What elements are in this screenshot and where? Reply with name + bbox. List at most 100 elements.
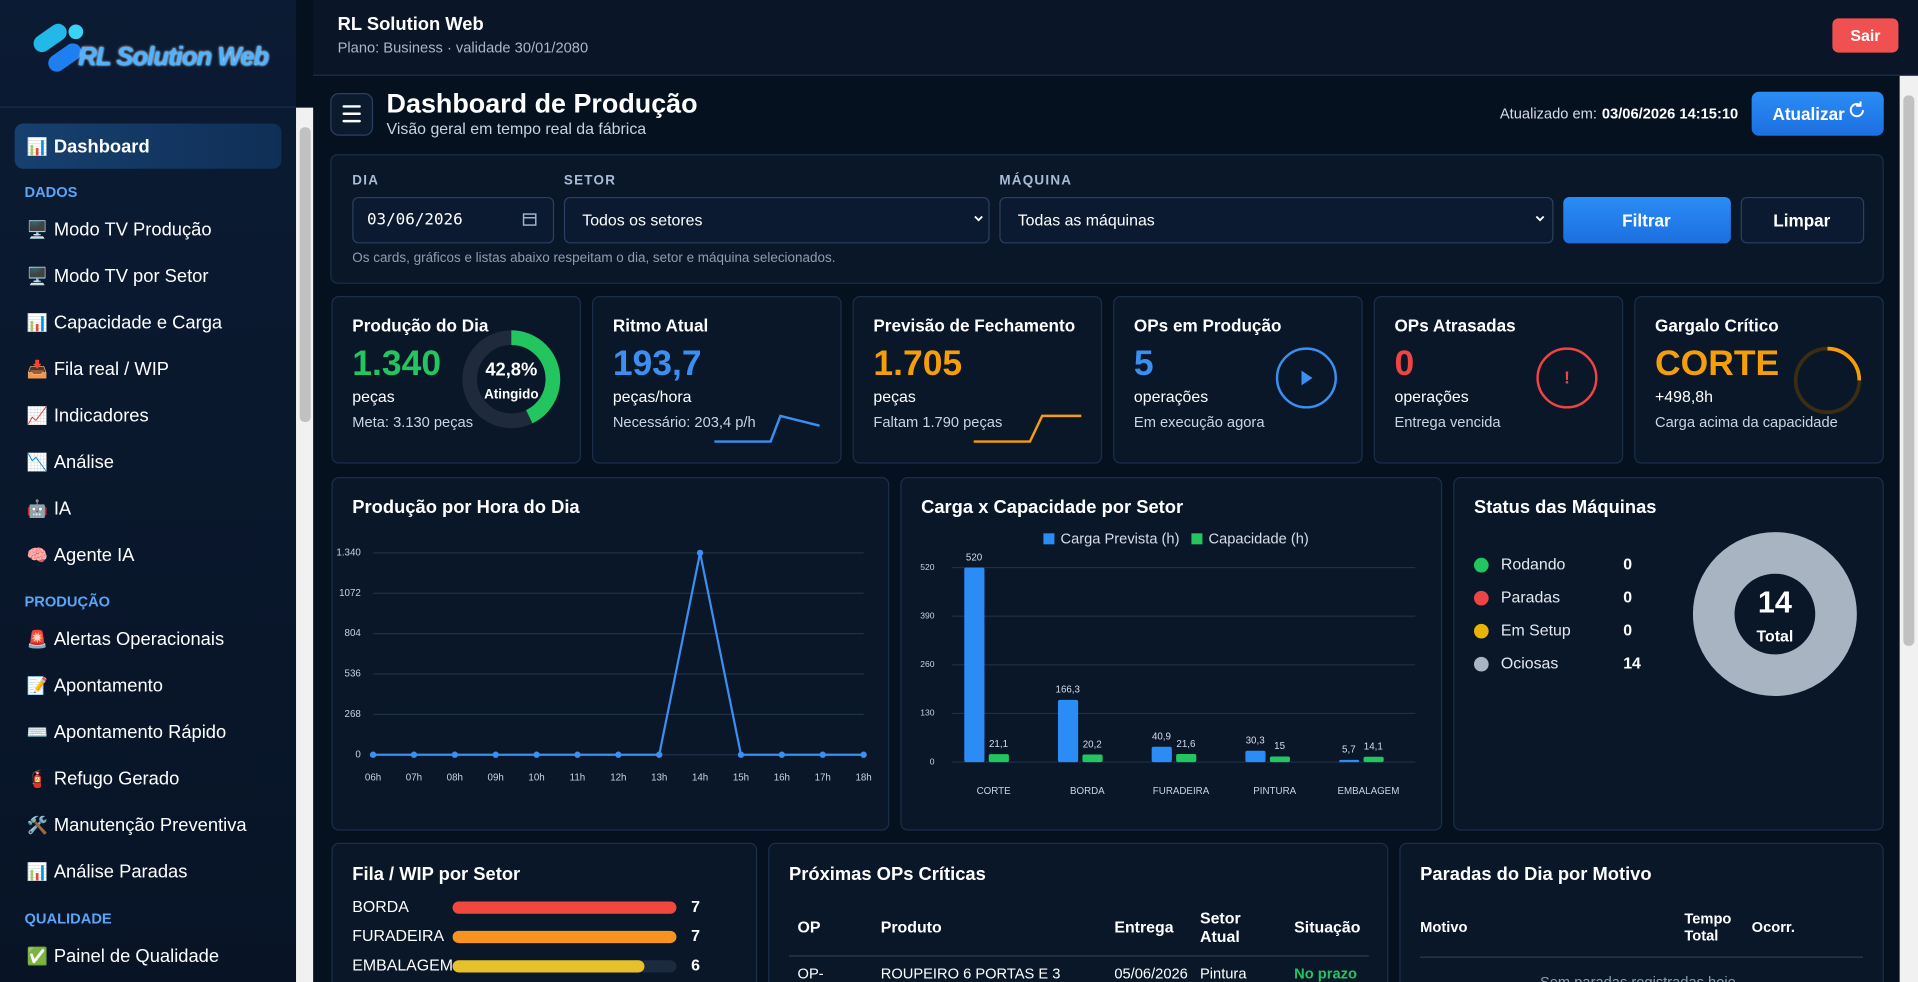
kpi-footer: Carga acima da capacidade — [1655, 413, 1838, 431]
filter-value[interactable]: Todas as máquinas — [1017, 211, 1155, 230]
nav-label[interactable]: Agente IA — [53, 544, 135, 566]
logo-dot — [68, 24, 84, 40]
alert-icon: ! — [1564, 369, 1570, 388]
bar — [1176, 753, 1197, 763]
y-tick-label: 536 — [345, 669, 361, 680]
point — [574, 751, 581, 758]
x-tick-label: 06h — [365, 773, 381, 784]
alert-badge — [1536, 347, 1598, 409]
bar — [452, 930, 677, 944]
nav-label[interactable]: Modo TV por Setor — [53, 266, 209, 287]
nav-label[interactable]: Apontamento Rápido — [53, 722, 227, 744]
play-icon — [1301, 370, 1313, 386]
nav-label[interactable]: Manutenção Preventiva — [53, 815, 247, 837]
point — [860, 751, 867, 758]
y-tick-label: 1.340 — [336, 547, 361, 558]
nav-icon: 📊 — [26, 861, 49, 882]
bar — [988, 754, 1009, 763]
table-header: Motivo — [1420, 918, 1468, 936]
filter-input[interactable] — [999, 196, 1554, 244]
filter-button-label[interactable]: Filtrar — [1622, 210, 1671, 230]
table-panel — [1399, 842, 1884, 982]
sparkline — [973, 414, 1082, 443]
legend-dot — [1473, 656, 1489, 672]
filter-value[interactable]: 03/06/2026 — [366, 211, 463, 230]
filter-input[interactable] — [352, 196, 555, 244]
nav-icon: 🧯 — [26, 768, 49, 789]
nav-label[interactable]: Fila real / WIP — [53, 359, 170, 380]
page-subtitle: Visão geral em tempo real da fábrica — [386, 119, 647, 138]
menu-icon — [342, 105, 361, 123]
logout-button[interactable] — [1832, 18, 1899, 53]
nav-label[interactable]: Refugo Gerado — [53, 768, 180, 790]
kpi-value: 5 — [1133, 344, 1154, 384]
bar-value-label: 166,3 — [1056, 685, 1080, 696]
bar — [964, 567, 985, 763]
nav-label[interactable]: Análise Paradas — [53, 861, 188, 883]
nav-icon: 🛠️ — [26, 815, 49, 835]
logout-label[interactable]: Sair — [1850, 26, 1881, 45]
table-title: Paradas do Dia por Motivo — [1420, 864, 1652, 885]
x-tick-label: PINTURA — [1253, 786, 1296, 797]
filter-input[interactable] — [563, 196, 990, 244]
nav-label[interactable]: Análise — [53, 451, 115, 473]
bar — [1151, 746, 1172, 763]
donut-total: 14 — [1758, 585, 1792, 619]
bar — [452, 901, 677, 914]
nav-label[interactable]: Indicadores — [53, 405, 149, 427]
legend-dot — [1473, 623, 1489, 639]
nav-icon: 📥 — [26, 359, 49, 379]
table-cell: 05/06/2026 — [1114, 965, 1188, 982]
clear-button-label[interactable]: Limpar — [1773, 210, 1831, 230]
refresh-label[interactable]: Atualizar — [1772, 103, 1845, 124]
point — [615, 751, 622, 758]
nav-icon: 📉 — [26, 451, 49, 472]
nav-label[interactable]: Dashboard — [53, 135, 150, 157]
y-tick-label: 1072 — [339, 588, 361, 599]
x-tick-label: BORDA — [1070, 786, 1105, 797]
nav-label[interactable]: Painel de Qualidade — [53, 946, 220, 967]
bar — [1245, 750, 1266, 763]
bar-value-label: 5,7 — [1342, 745, 1356, 756]
updated-value: 03/06/2026 14:15:10 — [1601, 105, 1739, 123]
filter-value[interactable]: Todos os setores — [582, 211, 703, 230]
nav-label[interactable]: Modo TV Produção — [53, 219, 212, 241]
nav-icon: ⌨️ — [26, 722, 49, 742]
select-chevron — [974, 215, 983, 222]
kpi-card — [592, 296, 842, 464]
nav-icon: 🤖 — [26, 498, 49, 519]
calendar-shape — [522, 213, 537, 226]
bar-value: 7 — [691, 899, 700, 916]
point — [656, 751, 663, 758]
filter-button[interactable] — [1563, 196, 1731, 244]
bar — [1339, 759, 1360, 763]
y-tick-label: 0 — [930, 756, 935, 766]
bar-value: 6 — [691, 958, 700, 975]
legend-value: 0 — [1623, 556, 1632, 573]
clear-button[interactable] — [1740, 196, 1865, 244]
table-panel — [768, 842, 1389, 982]
nav-icon: 🚨 — [26, 629, 49, 649]
kpi-value: CORTE — [1655, 344, 1780, 384]
nav-icon: 📊 — [26, 312, 49, 333]
bar — [1057, 699, 1079, 763]
kpi-title: OPs Atrasadas — [1394, 315, 1516, 336]
nav-label[interactable]: Apontamento — [53, 675, 163, 697]
kpi-title: Gargalo Crítico — [1655, 315, 1779, 336]
point — [492, 751, 499, 758]
gauge-label: 42,8% — [485, 358, 537, 379]
nav-item-active[interactable] — [14, 123, 282, 169]
y-tick-label: 268 — [345, 709, 361, 720]
nav-icon: 🧠 — [26, 544, 49, 565]
chart-title: Status das Máquinas — [1473, 497, 1657, 519]
nav-label[interactable]: Alertas Operacionais — [53, 629, 225, 651]
legend-label: Ociosas — [1501, 655, 1558, 672]
sparkline — [714, 414, 820, 443]
updated-info: Atualizado em: 03/06/2026 14:15:10 — [1500, 105, 1738, 122]
bar-value-label: 520 — [966, 552, 983, 563]
nav-label[interactable]: Capacidade e Carga — [53, 312, 223, 334]
nav-label[interactable]: IA — [53, 498, 72, 520]
donut-segment — [1692, 532, 1857, 697]
table-cell: OP- — [797, 965, 824, 982]
